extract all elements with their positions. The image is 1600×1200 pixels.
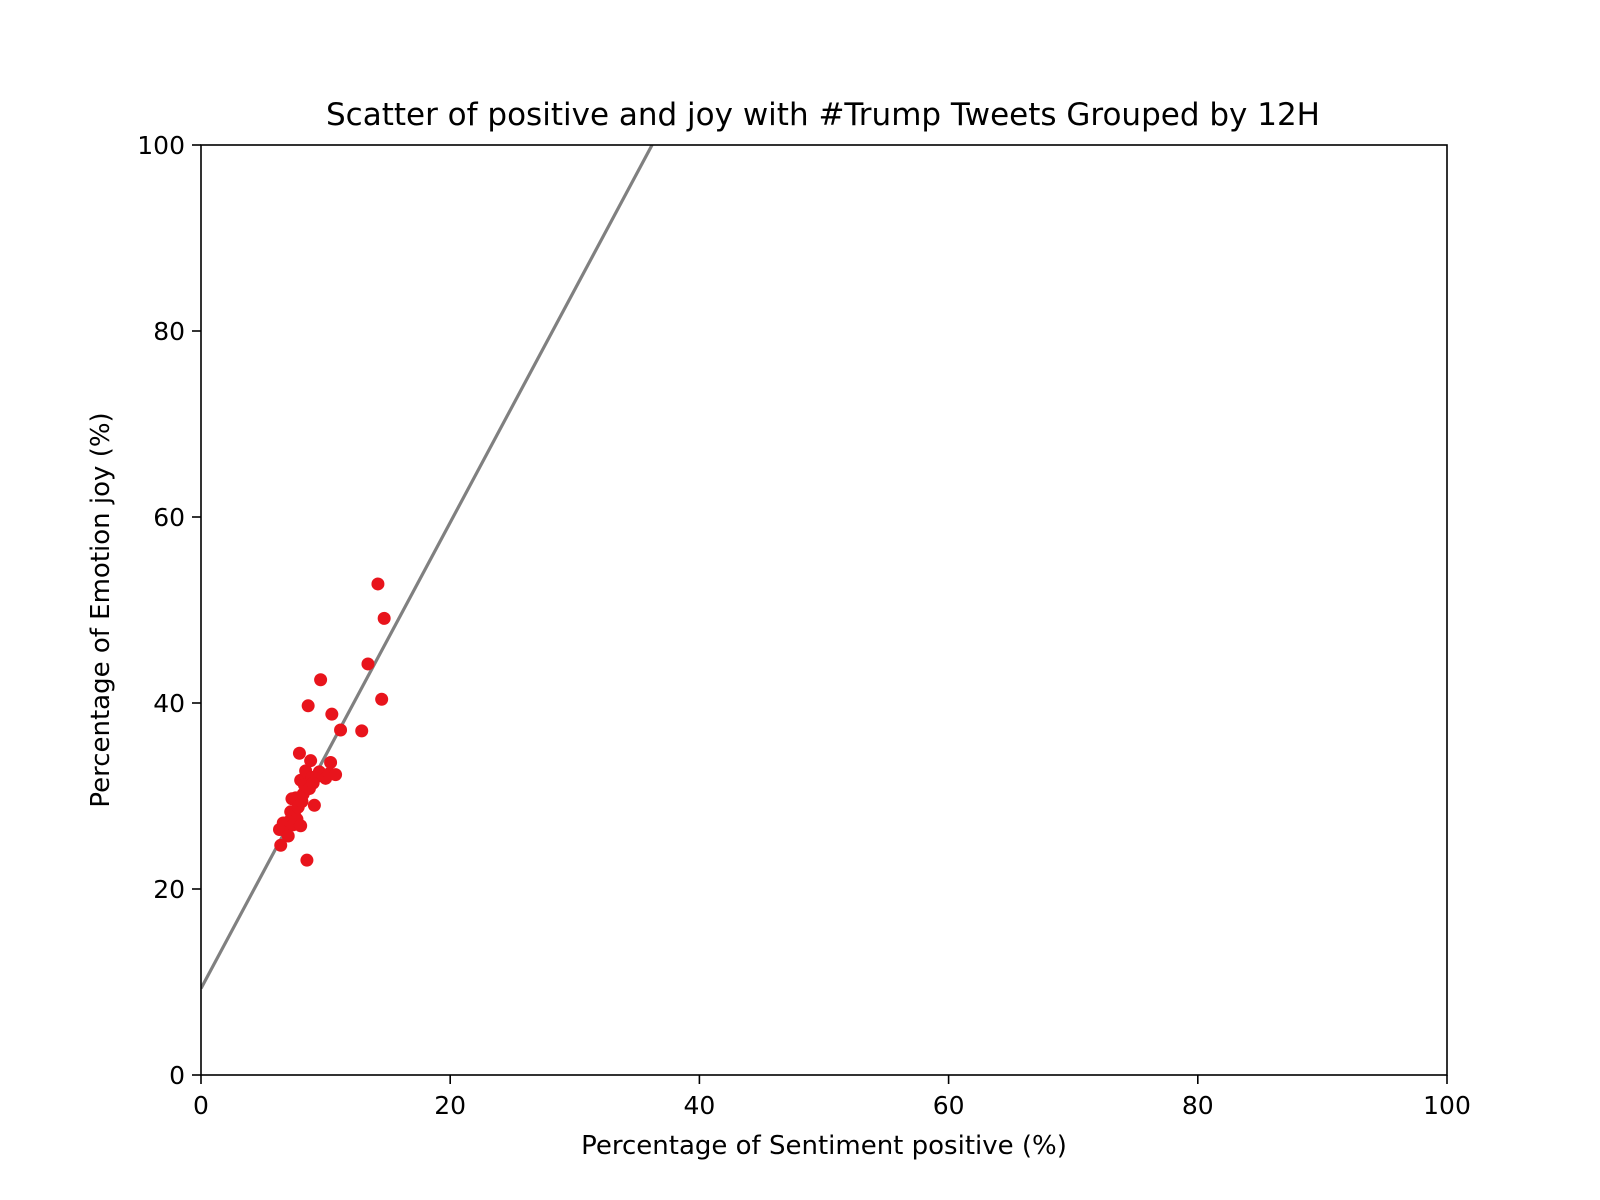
x-tick-label: 100 bbox=[1423, 1091, 1471, 1120]
scatter-point bbox=[377, 611, 391, 625]
y-axis-label: Percentage of Emotion joy (%) bbox=[86, 412, 116, 807]
y-tick-label: 100 bbox=[137, 131, 185, 160]
scatter-point bbox=[375, 692, 389, 706]
scatter-point bbox=[324, 756, 338, 770]
scatter-point bbox=[304, 754, 318, 768]
x-axis-label: Percentage of Sentiment positive (%) bbox=[581, 1131, 1067, 1161]
y-tick-label: 20 bbox=[153, 875, 185, 904]
scatter-point bbox=[281, 829, 295, 843]
scatter-point bbox=[329, 768, 343, 782]
x-tick-label: 60 bbox=[933, 1091, 965, 1120]
x-tick-label: 40 bbox=[683, 1091, 715, 1120]
scatter-point bbox=[314, 673, 328, 687]
scatter-point bbox=[292, 746, 306, 760]
y-tick-label: 40 bbox=[153, 689, 185, 718]
chart-title: Scatter of positive and joy with #Trump … bbox=[326, 97, 1320, 133]
scatter-point bbox=[361, 657, 375, 671]
scatter-point bbox=[301, 699, 315, 713]
x-tick-label: 20 bbox=[434, 1091, 466, 1120]
scatter-point bbox=[274, 838, 288, 852]
scatter-point bbox=[307, 798, 321, 812]
scatter-point bbox=[300, 853, 314, 867]
y-tick-label: 0 bbox=[169, 1061, 185, 1090]
scatter-point bbox=[325, 707, 339, 721]
trend-line bbox=[201, 145, 654, 990]
y-tick-label: 80 bbox=[153, 317, 185, 346]
scatter-point bbox=[371, 577, 385, 591]
y-tick-label: 60 bbox=[153, 503, 185, 532]
x-tick-label: 80 bbox=[1182, 1091, 1214, 1120]
scatter-point bbox=[355, 724, 369, 738]
scatter-point bbox=[334, 723, 348, 737]
scatter-point bbox=[294, 819, 308, 833]
plot-frame bbox=[200, 144, 1448, 1076]
x-tick-label: 0 bbox=[193, 1091, 209, 1120]
